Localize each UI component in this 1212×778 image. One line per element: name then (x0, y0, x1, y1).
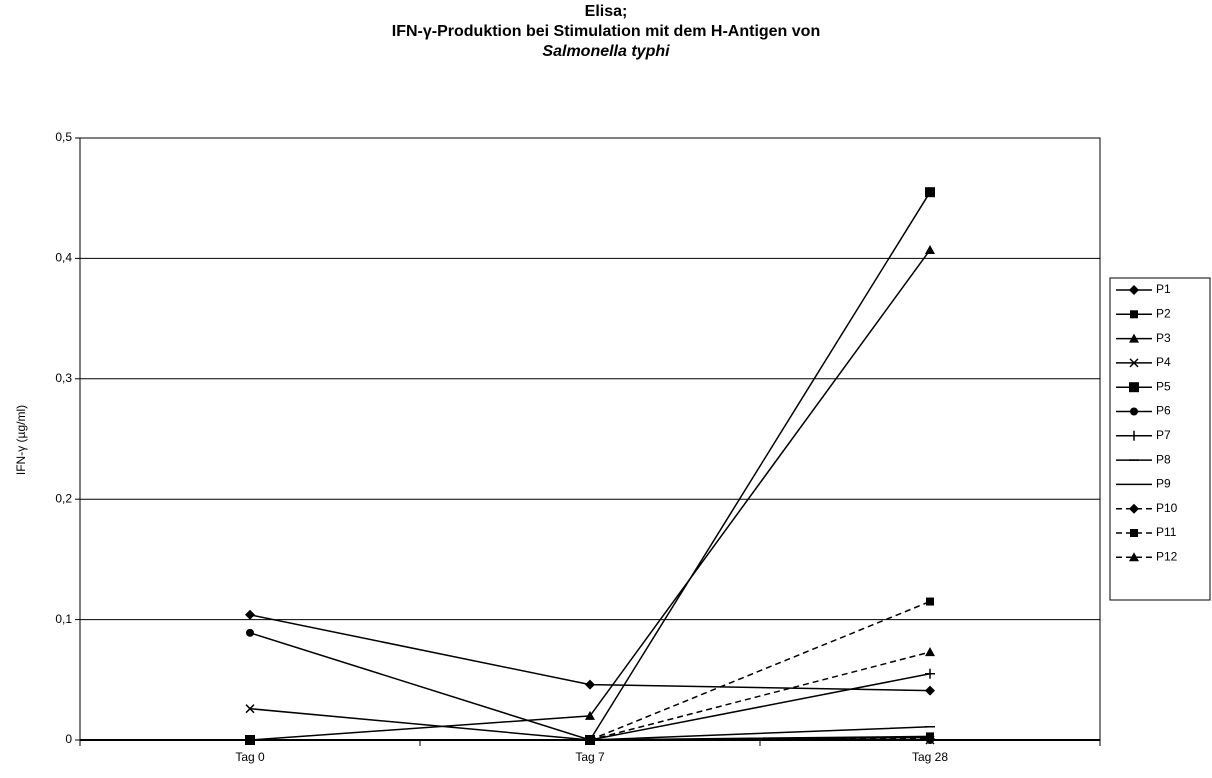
data-point (585, 710, 595, 720)
legend-marker (1129, 333, 1139, 343)
legend-marker (1129, 382, 1139, 393)
chart-title: Salmonella typhi (542, 43, 670, 60)
data-point (245, 735, 255, 744)
legend-marker (1130, 310, 1138, 319)
y-tick-label: 0,2 (55, 491, 72, 505)
legend-label: P4 (1156, 355, 1171, 369)
legend-marker (1129, 552, 1139, 562)
legend-label: P9 (1156, 477, 1171, 491)
legend-marker (1130, 407, 1138, 416)
legend-label: P10 (1156, 501, 1178, 515)
x-tick-label: Tag 7 (575, 750, 605, 764)
data-point (585, 679, 595, 690)
y-tick-label: 0,1 (55, 612, 72, 626)
series-line (250, 191, 931, 741)
legend-marker (1129, 285, 1139, 295)
y-tick-label: 0,5 (55, 130, 72, 144)
legend-marker (1129, 430, 1139, 441)
chart-title: Elisa; (585, 3, 628, 20)
data-point (925, 647, 935, 657)
data-point (585, 735, 595, 744)
legend-label: P12 (1156, 549, 1178, 563)
legend-label: P8 (1156, 452, 1171, 466)
x-tick-label: Tag 28 (912, 750, 948, 764)
legend-marker (1129, 358, 1139, 368)
data-point (925, 668, 935, 679)
x-tick-label: Tag 0 (235, 750, 265, 764)
y-tick-label: 0 (65, 732, 72, 746)
data-point (925, 685, 935, 696)
legend-label: P3 (1156, 331, 1171, 345)
data-point (925, 187, 935, 198)
legend-label: P2 (1156, 306, 1171, 320)
chart-title: IFN-γ-Produktion bei Stimulation mit dem… (392, 23, 820, 40)
y-tick-label: 0,3 (55, 371, 72, 385)
legend-box (1109, 277, 1211, 601)
y-tick-label: 0,4 (55, 251, 72, 265)
legend-marker (1129, 503, 1139, 514)
legend-label: P1 (1156, 282, 1171, 296)
data-point (926, 597, 934, 606)
legend-label: P11 (1156, 525, 1177, 539)
series-line (249, 249, 931, 741)
legend-label: P5 (1156, 379, 1171, 393)
legend-label: P7 (1156, 428, 1171, 442)
legend-label: P6 (1156, 404, 1171, 418)
y-axis-label: IFN-γ (µg/ml) (14, 405, 28, 475)
plot-area (79, 137, 1101, 741)
data-point (245, 609, 255, 620)
data-point (925, 244, 935, 254)
data-point (245, 704, 255, 714)
data-point (925, 733, 935, 744)
data-point (246, 628, 254, 637)
legend-marker (1130, 529, 1138, 537)
series-line (249, 614, 931, 692)
